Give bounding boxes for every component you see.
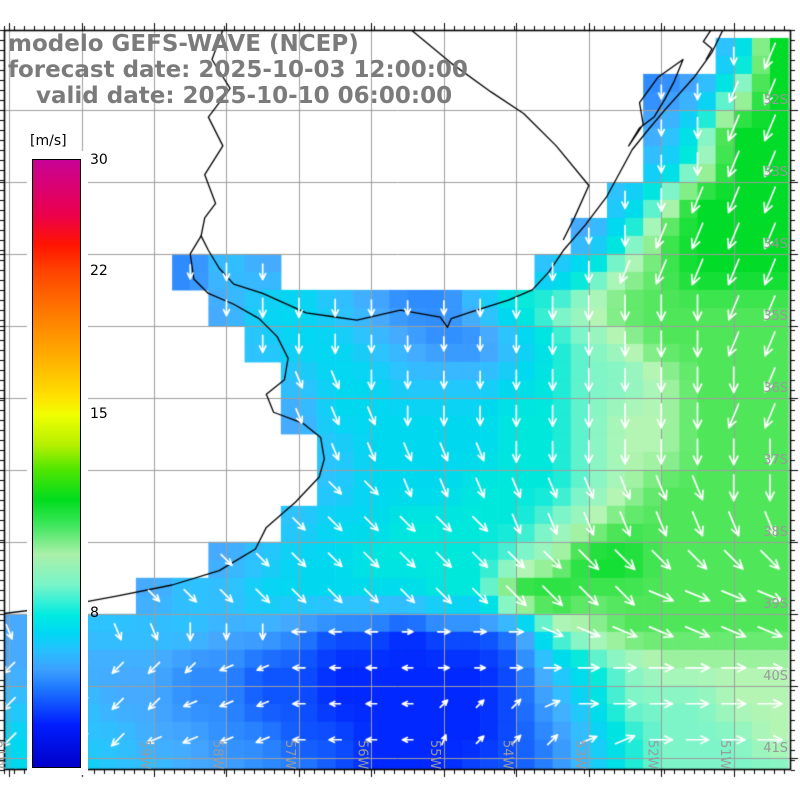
valid-date: valid date: 2025-10-10 06:00:00	[36, 83, 453, 109]
colorbar-unit-label: [m/s]	[30, 133, 67, 149]
colorbar	[27, 151, 88, 775]
colorbar-tick-8: 8	[90, 605, 99, 621]
colorbar-tick-30: 30	[90, 152, 108, 168]
colorbar-tick-22: 22	[90, 263, 108, 279]
colorbar-tick-15: 15	[90, 406, 108, 422]
colorbar-gradient	[32, 159, 81, 768]
model-title: modelo GEFS-WAVE (NCEP)	[8, 31, 359, 57]
forecast-date: forecast date: 2025-10-03 12:00:00	[8, 57, 468, 83]
